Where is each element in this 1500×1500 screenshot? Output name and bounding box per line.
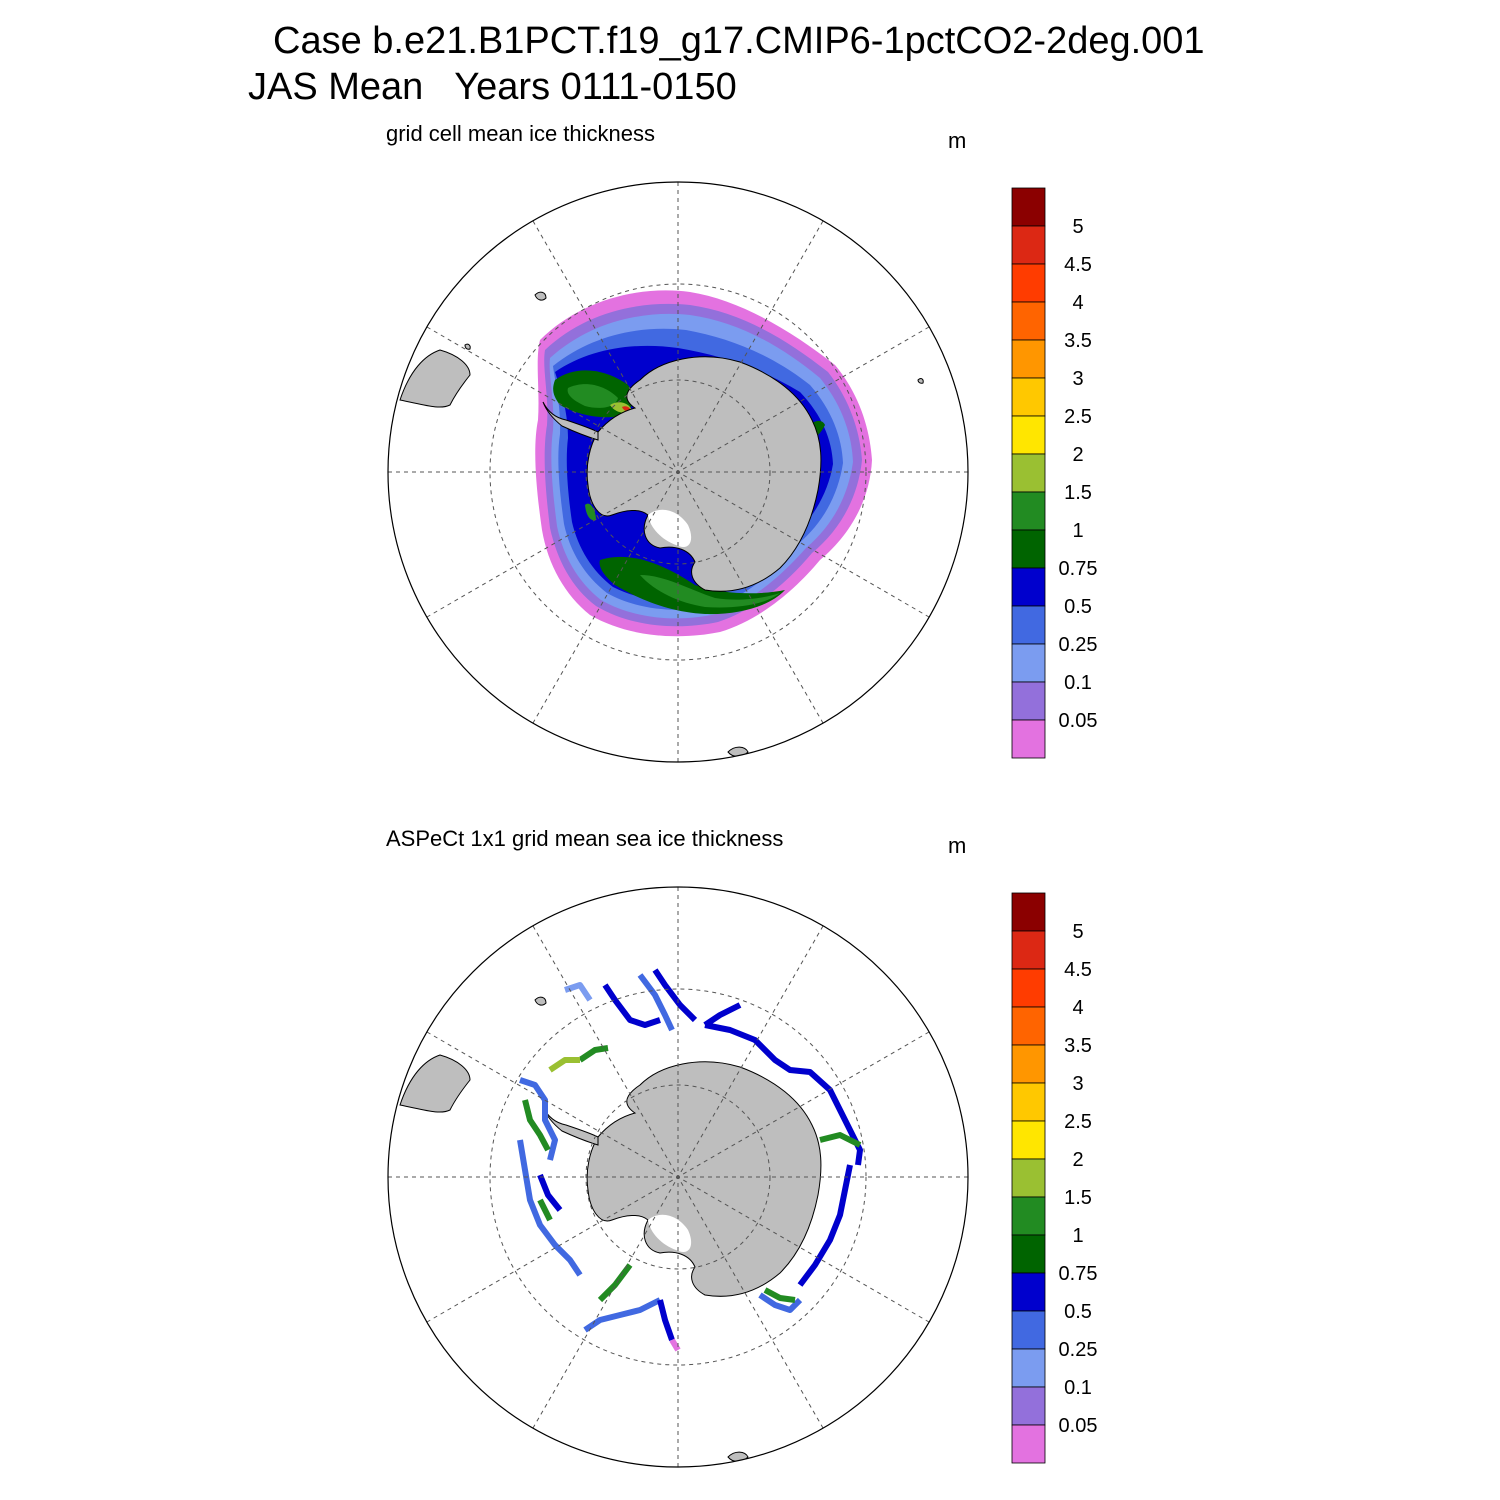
colorbar-swatch bbox=[1011, 1424, 1046, 1464]
colorbar-swatch bbox=[1011, 339, 1046, 379]
panel-1-title: grid cell mean ice thickness bbox=[386, 121, 656, 146]
colorbar-swatch bbox=[1011, 263, 1046, 303]
colorbar-label: 1.5 bbox=[1064, 1187, 1092, 1209]
colorbar-swatch bbox=[1011, 930, 1046, 970]
colorbar-label: 1.5 bbox=[1064, 482, 1092, 504]
colorbar-label: 0.75 bbox=[1059, 1263, 1098, 1285]
colorbar-label: 4.5 bbox=[1064, 959, 1092, 981]
colorbar-swatch bbox=[1011, 605, 1046, 645]
colorbar-swatch bbox=[1011, 643, 1046, 683]
colorbar-swatch bbox=[1011, 453, 1046, 493]
map-boundary bbox=[387, 181, 969, 763]
colorbar-label: 3 bbox=[1072, 1073, 1083, 1095]
colorbar-swatch bbox=[1011, 491, 1046, 531]
colorbar-label: 0.1 bbox=[1064, 672, 1092, 694]
colorbar-label: 2 bbox=[1072, 444, 1083, 466]
graticule bbox=[388, 182, 968, 762]
colorbar-swatch bbox=[1011, 1082, 1046, 1122]
colorbar-label: 3 bbox=[1072, 368, 1083, 390]
colorbar-2: 5 4.5 4 3.5 3 2.5 2 1.5 1 0.75 0.5 0.25 0.1 0.05 bbox=[1011, 892, 1098, 1464]
colorbar-swatch bbox=[1011, 377, 1046, 417]
colorbar-swatch bbox=[1011, 1272, 1046, 1312]
colorbar-swatch bbox=[1011, 225, 1046, 265]
colorbar-label: 0.05 bbox=[1059, 710, 1098, 732]
colorbar-label: 1 bbox=[1072, 1225, 1083, 1247]
colorbar-label: 2.5 bbox=[1064, 406, 1092, 428]
colorbar-label: 1 bbox=[1072, 520, 1083, 542]
colorbar-swatch bbox=[1011, 719, 1046, 759]
colorbar-swatch bbox=[1011, 301, 1046, 341]
colorbar-label: 4 bbox=[1072, 292, 1083, 314]
period-title: JAS Mean Years 0111-0150 bbox=[248, 66, 737, 108]
colorbar-label: 0.75 bbox=[1059, 558, 1098, 580]
weddell-ice-1.5 bbox=[567, 384, 618, 408]
colorbar-label: 0.5 bbox=[1064, 1301, 1092, 1323]
panel-1-units: m bbox=[948, 128, 967, 153]
colorbar-label: 3.5 bbox=[1064, 1035, 1092, 1057]
colorbar-label: 4.5 bbox=[1064, 254, 1092, 276]
colorbar-label: 0.05 bbox=[1059, 1415, 1098, 1437]
panel-1-map bbox=[387, 181, 969, 763]
colorbar-1: 5 4.5 4 3.5 3 2.5 2 1.5 1 0.75 0.5 0.25 0.1 0.05 bbox=[1011, 187, 1098, 759]
south-america bbox=[399, 1054, 471, 1113]
colorbar-swatch bbox=[1011, 1158, 1046, 1198]
colorbar-label: 4 bbox=[1072, 997, 1083, 1019]
graticule bbox=[388, 887, 968, 1467]
south-america bbox=[399, 349, 471, 408]
colorbar-swatch bbox=[1011, 1044, 1046, 1084]
panel-2-units: m bbox=[948, 833, 967, 858]
case-title: Case b.e21.B1PCT.f19_g17.CMIP6-1pctCO2-2… bbox=[273, 20, 1205, 62]
colorbar-label: 0.1 bbox=[1064, 1377, 1092, 1399]
antarctic-peninsula bbox=[542, 401, 599, 441]
colorbar-swatch bbox=[1011, 567, 1046, 607]
colorbar-swatch bbox=[1011, 1310, 1046, 1350]
colorbar-swatch bbox=[1011, 415, 1046, 455]
colorbar-label: 2.5 bbox=[1064, 1111, 1092, 1133]
colorbar-swatch bbox=[1011, 892, 1046, 932]
panel-2-map bbox=[387, 886, 969, 1468]
panel-2-title: ASPeCt 1x1 grid mean sea ice thickness bbox=[386, 826, 784, 851]
colorbar-swatch bbox=[1011, 1120, 1046, 1160]
colorbar-label: 5 bbox=[1072, 921, 1083, 943]
ross-ice-1.5 bbox=[640, 575, 780, 608]
colorbar-label: 5 bbox=[1072, 216, 1083, 238]
colorbar-swatch bbox=[1011, 187, 1046, 227]
colorbar-swatch bbox=[1011, 968, 1046, 1008]
antarctica-landmass bbox=[586, 1061, 822, 1297]
colorbar-swatch bbox=[1011, 1348, 1046, 1388]
colorbar-label: 3.5 bbox=[1064, 330, 1092, 352]
colorbar-swatch bbox=[1011, 1006, 1046, 1046]
colorbar-label: 0.25 bbox=[1059, 634, 1098, 656]
colorbar-label: 0.25 bbox=[1059, 1339, 1098, 1361]
colorbar-swatch bbox=[1011, 1386, 1046, 1426]
colorbar-swatch bbox=[1011, 529, 1046, 569]
colorbar-label: 2 bbox=[1072, 1149, 1083, 1171]
ship-tracks bbox=[517, 968, 863, 1352]
colorbar-swatch bbox=[1011, 1196, 1046, 1236]
colorbar-label: 0.5 bbox=[1064, 596, 1092, 618]
colorbar-swatch bbox=[1011, 1234, 1046, 1274]
map-boundary bbox=[387, 886, 969, 1468]
colorbar-swatch bbox=[1011, 681, 1046, 721]
